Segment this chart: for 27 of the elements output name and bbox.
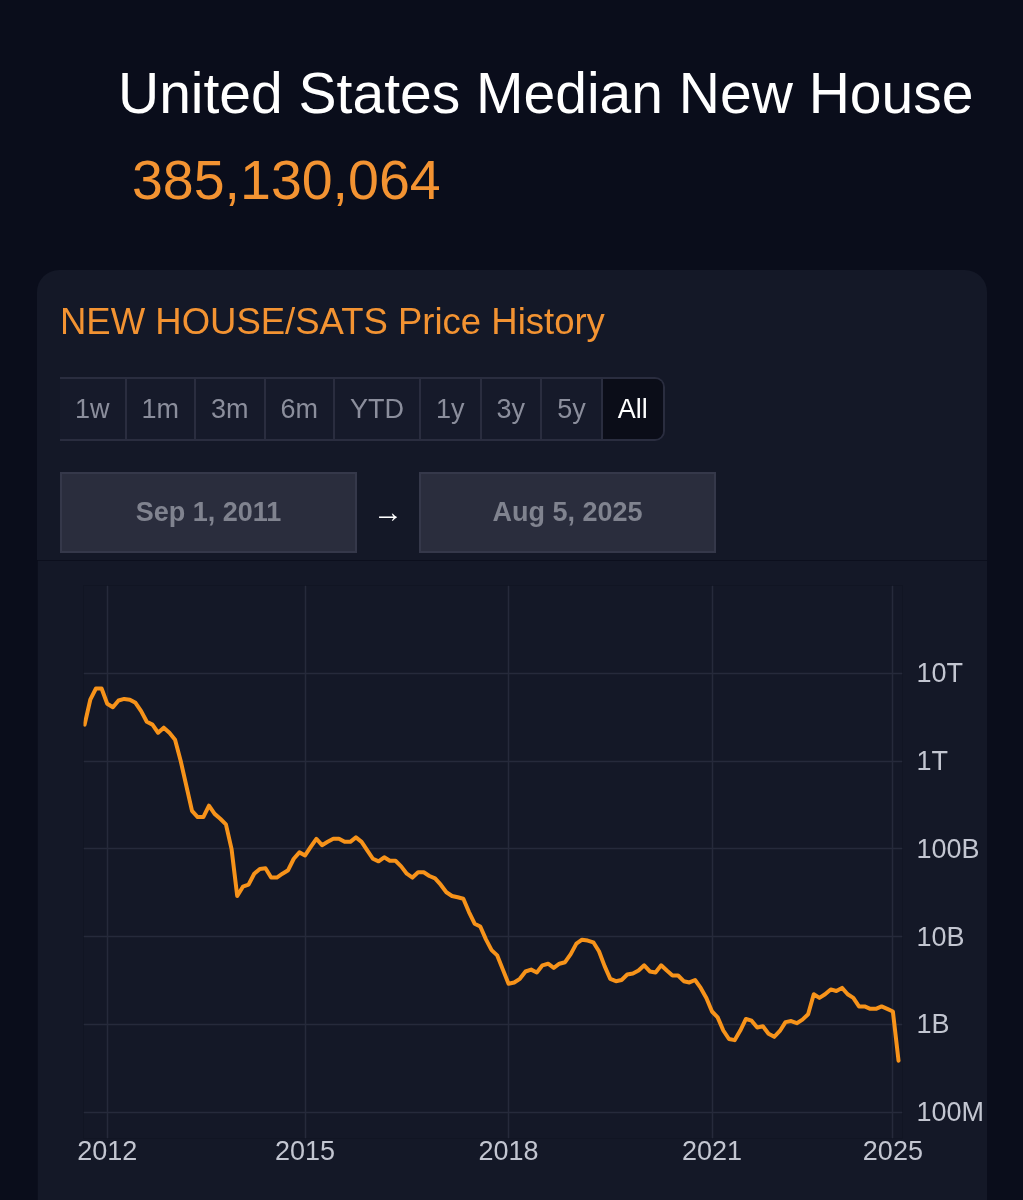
x-tick-label: 2021 bbox=[681, 1135, 743, 1166]
text: 1y bbox=[421, 379, 482, 439]
line-series bbox=[83, 686, 901, 1063]
chart-title: United States Median New House bbox=[118, 61, 974, 125]
text: 6m bbox=[265, 379, 336, 439]
text: Sep 1, 2011 bbox=[60, 472, 357, 553]
y-tick-label: 1B bbox=[916, 1009, 950, 1040]
y-tick-label: 100M bbox=[916, 1097, 985, 1128]
y-tick-label: 10T bbox=[916, 658, 964, 689]
x-tick-label: 2012 bbox=[77, 1135, 138, 1166]
text: 3m bbox=[196, 379, 266, 439]
y-tick-label: 1T bbox=[916, 746, 949, 777]
chart-subtitle: NEW HOUSE/SATS Price History bbox=[60, 301, 605, 343]
x-tick-label: 2015 bbox=[275, 1135, 336, 1166]
text: 5y bbox=[542, 379, 603, 439]
text: 1w bbox=[60, 379, 127, 439]
text: Aug 5, 2025 bbox=[419, 472, 716, 553]
text: All bbox=[602, 379, 663, 439]
text: YTD bbox=[335, 379, 422, 439]
x-tick-label: 2018 bbox=[478, 1135, 539, 1166]
text: 1m bbox=[126, 379, 197, 439]
x-tick-label: 2025 bbox=[862, 1135, 923, 1166]
text: 3y bbox=[481, 379, 543, 439]
text: → bbox=[372, 494, 404, 531]
y-tick-label: 10B bbox=[916, 921, 965, 952]
y-tick-label: 100B bbox=[916, 833, 980, 864]
text: 385,130,064 bbox=[132, 149, 441, 211]
